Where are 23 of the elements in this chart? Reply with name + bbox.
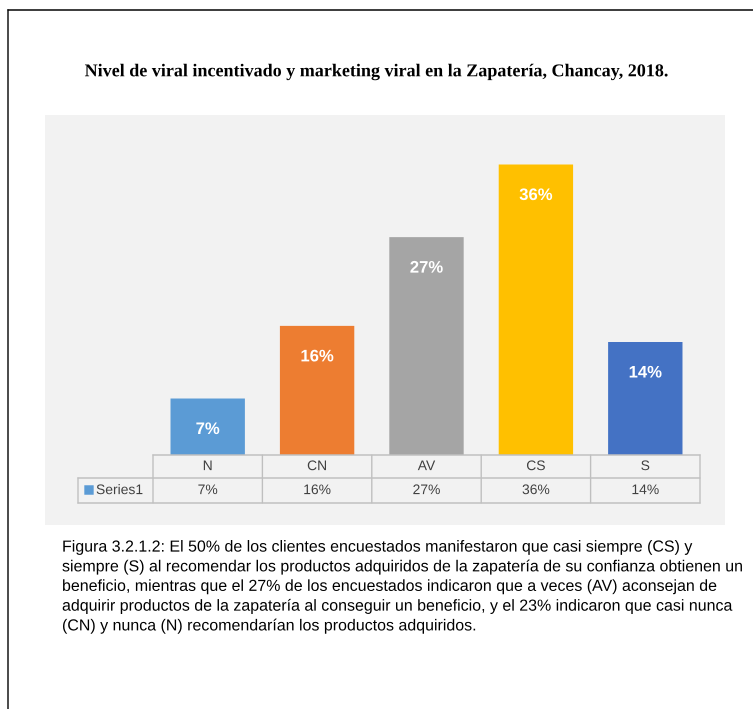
text: 36% — [520, 188, 552, 200]
x-tick-label: S — [641, 460, 650, 470]
data-label: 7% — [198, 484, 218, 494]
chart-title: Nivel de viral incentivado y marketing viral en la Zapatería, Chancay, 2018. — [84, 64, 668, 80]
bar — [498, 164, 574, 455]
x-tick-label: AV — [418, 460, 436, 470]
data-label: 27% — [413, 484, 440, 494]
data-label: 16% — [304, 484, 331, 494]
x-tick-label: CN — [308, 460, 326, 470]
text: 16% — [301, 350, 334, 362]
legend-label: Series1 — [96, 484, 142, 494]
bar — [170, 398, 245, 455]
text: Figura 3.2.1.2: El 50% de los clientes encuestados manifestaron que casi siempre (CS) y siempre (S) al recomendar los productos adquiridos de la zapatería de su confianza obtienen un beneficio, mientras que el 27% de los encuestados indicaron que a veces (AV) aconsejan de adquirir productos de la zapatería al conseguir un beneficio, y el 23% indicaron que casi nunca (CN) y nunca (N) recomendarían los productos adquiridos. — [62, 540, 742, 634]
bar — [280, 326, 354, 455]
data-label: 14% — [632, 484, 659, 494]
text: 7% — [196, 422, 220, 434]
x-tick-label: CS — [526, 460, 545, 470]
data-label: 36% — [522, 484, 550, 494]
bar — [608, 342, 682, 455]
bar — [389, 237, 464, 455]
x-tick-label: N — [204, 460, 212, 470]
text: 27% — [410, 260, 443, 273]
text: 14% — [630, 366, 662, 378]
